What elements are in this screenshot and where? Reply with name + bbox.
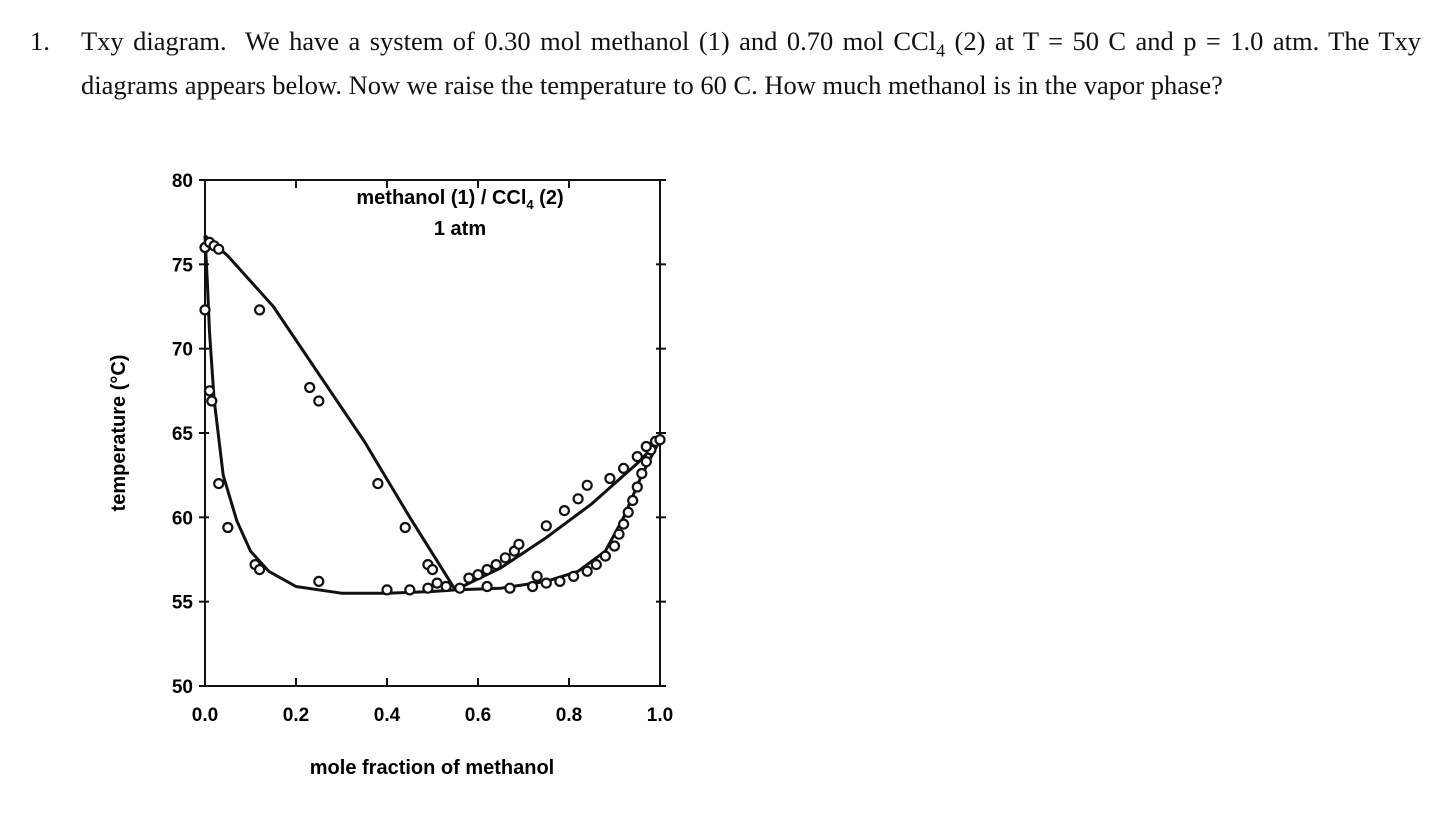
x-tick-label: 1.0 xyxy=(647,705,673,726)
data-point xyxy=(481,564,493,576)
plot-frame xyxy=(204,179,661,687)
x-tick-label: 0.2 xyxy=(283,705,309,726)
data-point xyxy=(381,584,393,596)
data-point xyxy=(422,582,434,594)
data-point xyxy=(622,506,634,518)
data-point xyxy=(504,582,516,594)
data-point xyxy=(254,564,266,576)
data-point xyxy=(608,540,621,552)
x-tick-label: 0.6 xyxy=(465,705,491,726)
data-point xyxy=(531,570,543,582)
data-point xyxy=(590,559,602,571)
question-text-a: We have a system of 0.30 mol methanol (1… xyxy=(244,26,937,56)
y-tick-label: 50 xyxy=(172,677,193,698)
data-point xyxy=(213,243,225,255)
data-point xyxy=(313,575,325,587)
data-point xyxy=(222,521,234,534)
txy-chart: 0.0 0.2 0.4 0.6 0.8 1.0 50 55 60 65 70 75 80 methano… xyxy=(108,171,673,779)
data-point xyxy=(463,572,475,584)
data-point xyxy=(558,505,570,517)
data-point xyxy=(431,577,443,589)
data-point xyxy=(604,472,616,485)
data-point xyxy=(472,569,484,581)
data-point xyxy=(640,440,652,453)
data-point xyxy=(599,550,611,562)
data-point xyxy=(513,538,525,550)
y-tick-label: 75 xyxy=(172,255,194,276)
data-point xyxy=(404,584,416,596)
data-point xyxy=(399,521,411,534)
data-point xyxy=(631,451,643,463)
data-point xyxy=(613,528,625,540)
data-point xyxy=(313,395,325,407)
data-point xyxy=(540,520,552,532)
data-point xyxy=(304,381,316,394)
data-point xyxy=(454,582,466,594)
data-point xyxy=(654,434,666,446)
x-tick-label: 0.8 xyxy=(556,705,582,726)
data-point xyxy=(372,478,384,490)
question-subscript: 4 xyxy=(936,40,946,61)
data-point xyxy=(581,479,593,491)
data-point xyxy=(640,456,652,468)
data-point xyxy=(617,518,630,530)
question-number: 1. xyxy=(30,26,50,56)
question-text: Txy diagram. We have a system of 0.30 mo… xyxy=(81,24,1421,103)
x-axis-label: mole fraction of methanol xyxy=(310,757,554,779)
chart-title: methanol (1) / CCl4 (2) xyxy=(356,187,563,212)
data-point xyxy=(617,462,630,474)
question-title: Txy diagram. xyxy=(81,26,227,56)
data-point xyxy=(440,580,452,593)
data-point xyxy=(540,577,552,589)
y-tick-label: 55 xyxy=(172,593,194,614)
data-point xyxy=(572,493,584,505)
y-tick-label: 65 xyxy=(172,424,194,445)
data-point xyxy=(206,395,218,407)
y-axis-label: temperature (°C) xyxy=(108,355,130,512)
data-point xyxy=(554,575,566,587)
y-tick-label: 60 xyxy=(172,508,193,529)
data-point xyxy=(213,478,225,490)
data-point xyxy=(203,385,216,397)
data-point xyxy=(636,467,648,480)
data-point xyxy=(627,494,639,507)
y-tick-label: 70 xyxy=(172,340,193,361)
data-point xyxy=(426,564,439,576)
question-text-b: (2) at T = 50 C and p = 1.0 atm. The Txy… xyxy=(81,26,1422,101)
y-tick-label: 80 xyxy=(172,171,193,192)
bubble-curve xyxy=(203,235,662,595)
data-point xyxy=(631,481,643,493)
data-point xyxy=(490,559,502,571)
x-tick-label: 0.4 xyxy=(374,705,401,726)
data-point xyxy=(481,580,493,593)
data-point xyxy=(499,552,511,564)
data-point xyxy=(527,580,539,593)
data-point xyxy=(254,304,266,316)
data-point xyxy=(199,304,211,316)
data-point xyxy=(568,570,580,582)
x-tick-label: 0.0 xyxy=(192,705,218,726)
dew-curve xyxy=(204,234,662,592)
chart-subtitle: 1 atm xyxy=(434,218,486,240)
data-point xyxy=(581,565,593,577)
txy-figure: 0.0 0.2 0.4 0.6 0.8 1.0 50 55 60 65 70 75 80 methano… xyxy=(100,160,700,800)
